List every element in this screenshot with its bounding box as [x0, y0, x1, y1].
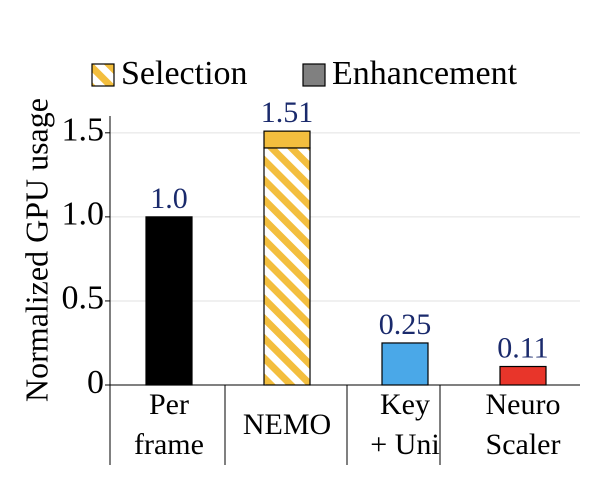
bar-segment [263, 130, 311, 149]
bar-segment [263, 147, 311, 386]
value-label: 0.11 [497, 331, 548, 364]
legend-label: Enhancement [332, 55, 518, 92]
legend-label: Selection [121, 55, 248, 92]
legend-swatch [91, 63, 115, 87]
y-tick-label: 1.0 [62, 196, 105, 233]
y-tick-label: 0.5 [62, 280, 105, 317]
x-tick-label: NEMO [243, 408, 331, 441]
value-label: 1.0 [150, 182, 188, 215]
bar-segment [145, 216, 193, 386]
x-tick-label: Key + Uni [370, 388, 439, 461]
bar-segment [381, 342, 429, 386]
y-tick-label: 0 [87, 364, 104, 401]
value-label: 0.25 [379, 308, 432, 341]
bar-segment [499, 365, 547, 386]
y-tick-label: 1.5 [62, 112, 105, 149]
legend-swatch [302, 63, 326, 87]
y-axis-label: Normalized GPU usage [18, 98, 54, 402]
x-tick-label: Per frame [134, 388, 204, 461]
value-label: 1.51 [261, 96, 314, 129]
x-tick-label: Neuro Scaler [486, 388, 561, 461]
